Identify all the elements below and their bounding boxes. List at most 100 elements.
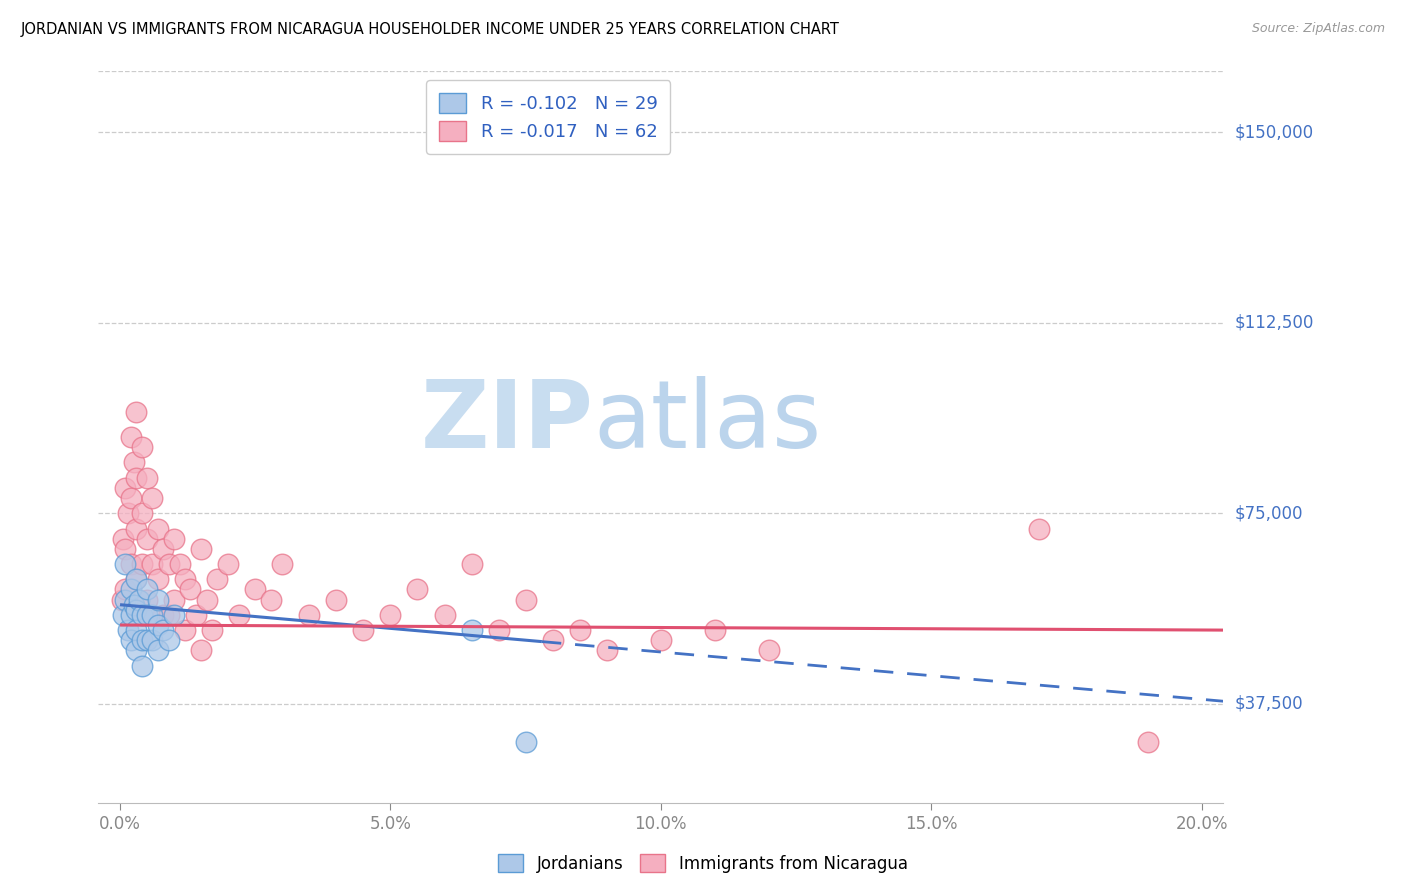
Point [136, 607, 159, 622]
Text: ZIP: ZIP [420, 376, 593, 468]
Point [152, 623, 174, 637]
Point [131, 557, 153, 571]
Point [325, 592, 347, 607]
Point [114, 557, 136, 571]
Point [515, 592, 537, 607]
Point [152, 607, 174, 622]
Legend: Jordanians, Immigrants from Nicaragua: Jordanians, Immigrants from Nicaragua [492, 847, 914, 880]
Point [141, 633, 163, 648]
Point [141, 491, 163, 505]
Point [271, 557, 294, 571]
Point [125, 623, 148, 637]
Point [298, 607, 321, 622]
Point [163, 592, 186, 607]
Point [195, 592, 218, 607]
Point [117, 623, 139, 637]
Point [141, 557, 163, 571]
Text: $37,500: $37,500 [1234, 695, 1303, 713]
Point [125, 471, 148, 485]
Point [114, 481, 136, 495]
Text: Source: ZipAtlas.com: Source: ZipAtlas.com [1251, 22, 1385, 36]
Point [125, 572, 148, 586]
Text: $75,000: $75,000 [1234, 504, 1303, 523]
Point [117, 506, 139, 520]
Point [125, 603, 148, 617]
Point [136, 471, 159, 485]
Point [568, 623, 591, 637]
Point [515, 735, 537, 749]
Point [1136, 735, 1159, 749]
Text: atlas: atlas [593, 376, 821, 468]
Point [136, 633, 159, 648]
Point [146, 521, 169, 535]
Point [460, 623, 482, 637]
Point [703, 623, 725, 637]
Point [120, 430, 142, 444]
Point [217, 557, 239, 571]
Point [120, 582, 142, 597]
Point [136, 532, 159, 546]
Point [146, 618, 169, 632]
Point [120, 607, 142, 622]
Point [136, 592, 159, 607]
Point [352, 623, 374, 637]
Point [114, 582, 136, 597]
Point [174, 623, 197, 637]
Point [128, 592, 150, 607]
Point [120, 633, 142, 648]
Point [111, 592, 134, 607]
Point [120, 557, 142, 571]
Point [111, 607, 134, 622]
Point [125, 405, 148, 419]
Point [163, 607, 186, 622]
Point [114, 592, 136, 607]
Point [758, 643, 780, 657]
Point [245, 582, 267, 597]
Point [207, 572, 229, 586]
Point [146, 643, 169, 657]
Point [136, 582, 159, 597]
Point [125, 572, 148, 586]
Point [190, 643, 212, 657]
Point [120, 491, 142, 505]
Point [152, 541, 174, 556]
Point [125, 521, 148, 535]
Text: $112,500: $112,500 [1234, 314, 1313, 332]
Point [125, 643, 148, 657]
Point [157, 607, 180, 622]
Point [380, 607, 402, 622]
Point [111, 532, 134, 546]
Point [174, 572, 197, 586]
Point [460, 557, 482, 571]
Point [157, 633, 180, 648]
Point [596, 643, 619, 657]
Point [260, 592, 283, 607]
Point [163, 532, 186, 546]
Point [433, 607, 456, 622]
Point [169, 557, 191, 571]
Point [131, 440, 153, 454]
Point [541, 633, 564, 648]
Point [488, 623, 510, 637]
Point [201, 623, 224, 637]
Point [141, 607, 163, 622]
Point [146, 572, 169, 586]
Point [131, 607, 153, 622]
Point [122, 598, 145, 612]
Point [1028, 521, 1050, 535]
Point [146, 592, 169, 607]
Point [131, 633, 153, 648]
Point [157, 557, 180, 571]
Point [184, 607, 207, 622]
Point [228, 607, 250, 622]
Legend: R = -0.102   N = 29, R = -0.017   N = 62: R = -0.102 N = 29, R = -0.017 N = 62 [426, 80, 671, 153]
Point [131, 658, 153, 673]
Point [122, 455, 145, 469]
Text: $150,000: $150,000 [1234, 123, 1313, 141]
Point [131, 506, 153, 520]
Point [650, 633, 672, 648]
Point [406, 582, 429, 597]
Point [190, 541, 212, 556]
Point [114, 541, 136, 556]
Text: JORDANIAN VS IMMIGRANTS FROM NICARAGUA HOUSEHOLDER INCOME UNDER 25 YEARS CORRELA: JORDANIAN VS IMMIGRANTS FROM NICARAGUA H… [21, 22, 839, 37]
